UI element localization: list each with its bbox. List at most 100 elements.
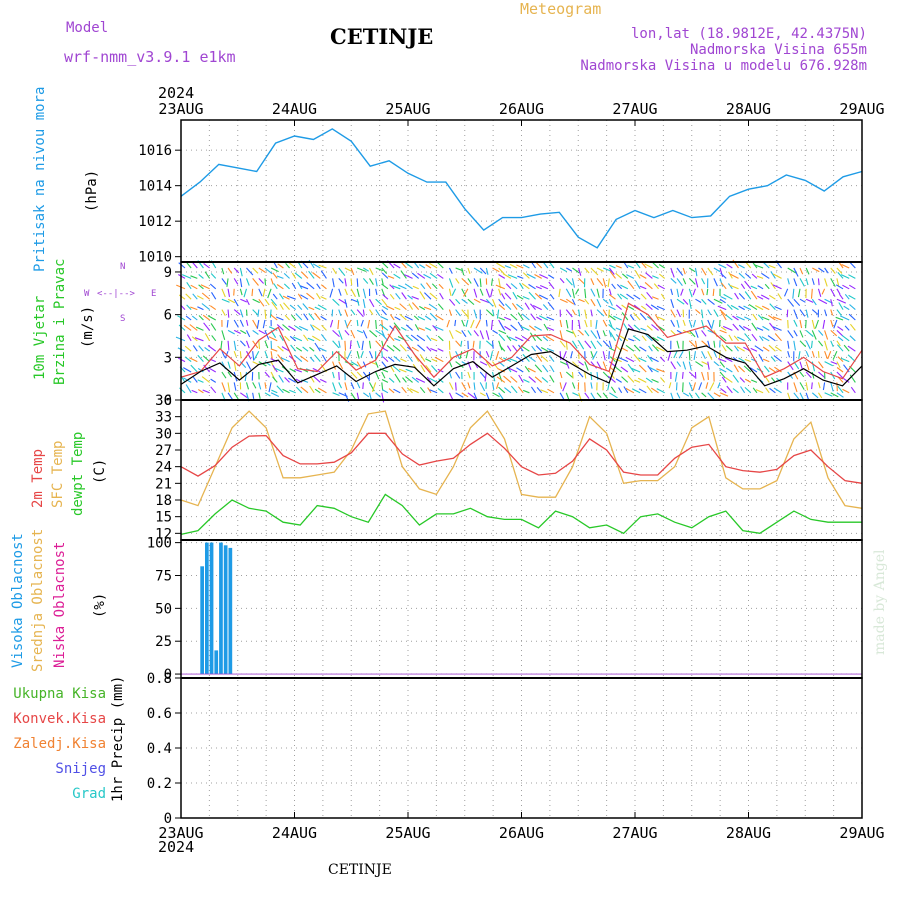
wind-arrow [836,367,844,373]
wind-arrow [258,288,263,297]
wind-arrow [375,298,382,306]
wind-arrow [363,267,369,272]
wind-arrow [479,288,484,296]
wind-arrow [682,382,684,393]
wind-arrow [530,313,536,321]
wind-arrow [713,278,718,287]
wind-arrow [638,388,647,394]
y-tick-label: 0.6 [147,706,172,722]
wind-arrow [361,340,364,351]
wind-arrow [436,273,444,279]
wind-arrow [607,375,616,383]
wind-arrow [485,350,490,358]
wind-arrow [291,314,297,321]
wind-arrow [602,361,607,370]
wind-arrow [239,351,242,359]
wind-arrow [701,350,706,359]
wind-arrow [565,278,573,286]
wind-arrow [196,295,204,300]
wind-arrow [836,340,841,347]
wind-arrow [797,288,801,298]
wind-arrow [738,272,746,279]
wind-arrow [609,366,616,373]
wind-arrow [719,368,727,373]
wind-arrow [496,376,506,383]
wind-arrow [805,298,814,303]
wind-arrow [540,355,549,363]
wind-arrow [817,392,823,399]
wind-arrow [659,356,666,362]
wind-arrow [656,388,665,394]
wind-arrow [332,382,337,392]
wind-arrow [314,354,321,362]
wind-arrow [682,361,687,370]
wind-arrow [393,273,401,279]
wind-arrow [479,392,486,397]
wind-arrow [178,262,186,269]
wind-arrow [419,354,426,362]
wind-arrow [522,295,530,300]
wind-arrow [584,288,587,299]
wind-arrow [602,278,607,288]
wind-arrow [520,326,530,331]
wind-arrow [455,309,461,317]
wind-arrow [559,278,565,284]
wind-arrow [252,329,259,335]
wind-arrow [294,354,303,363]
wind-arrow [394,337,401,342]
wind-arrow [246,330,251,338]
wind-arrow [258,340,261,350]
wind-arrow [619,335,629,342]
wind-arrow [713,340,716,348]
wind-arrow [271,389,278,394]
wind-arrow [467,382,471,389]
wind-arrow [491,309,495,316]
wind-arrow [725,367,733,373]
wind-arrow [634,270,641,279]
y-tick-label: 1016 [138,143,172,159]
wind-arrow [837,356,844,362]
wind-arrow [678,350,684,359]
wind-arrow [694,278,699,288]
wind-arrow [369,309,374,315]
wind-arrow [299,285,309,290]
wind-arrow [510,385,518,394]
wind-arrow [516,356,524,363]
wind-arrow [835,284,844,290]
wind-arrow [767,335,776,342]
wind-arrow [607,278,610,288]
wind-arrow [288,325,296,331]
wind-arrow [472,340,475,348]
wind-arrow [436,261,444,269]
wind-arrow [389,293,395,300]
wind-arrow [774,346,782,352]
wind-arrow [233,351,237,358]
wind-arrow [549,262,555,269]
wind-arrow [399,313,407,321]
pressure-line [180,128,863,249]
wind-arrow [409,388,419,394]
wind-arrow [360,351,364,358]
wind-arrow [658,264,665,269]
wind-arrow [338,340,341,348]
wind-arrow [344,267,352,272]
wind-arrow [197,354,204,362]
wind-arrow [504,387,512,394]
wind-arrow [549,293,555,300]
wind-arrow [239,309,244,318]
wind-arrow [818,298,828,305]
y-tick-label: 1010 [138,250,172,266]
wind-arrow [492,329,498,334]
wind-arrow [203,322,211,331]
wind-arrow [590,371,593,380]
wind-arrow [514,336,524,342]
wind-arrow [399,344,407,352]
wind-arrow [512,345,518,352]
wind-arrow [300,294,309,300]
wind-arrow [508,336,518,342]
wind-arrow [837,272,844,279]
wind-arrow [531,345,536,352]
wind-arrow [676,319,680,328]
wind-arrow [656,305,665,311]
wind-arrow [698,382,703,391]
